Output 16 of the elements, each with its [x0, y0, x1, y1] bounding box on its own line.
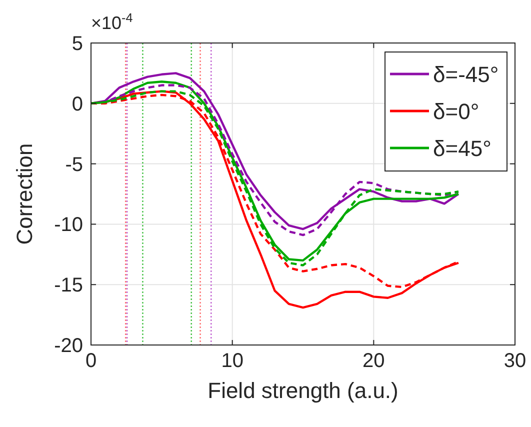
x-tick-label: 10 — [221, 350, 244, 372]
x-tick-label: 30 — [504, 350, 526, 372]
y-tick-label: -5 — [65, 154, 83, 176]
y-tick-label: 0 — [72, 93, 83, 116]
x-tick-label: 20 — [362, 350, 385, 372]
y-tick-label: 5 — [72, 33, 83, 55]
legend-label: δ=-45° — [433, 62, 499, 87]
y-tick-label: -10 — [54, 214, 83, 236]
y-tick-label: -15 — [54, 274, 83, 297]
text: ×10$^{-4}$ — [91, 11, 133, 33]
y-tick-label: -20 — [54, 335, 83, 357]
x-axis-title: Field strength (a.u.) — [208, 378, 398, 403]
legend-label: δ=45° — [433, 136, 492, 161]
x-tick-label: 0 — [85, 350, 97, 372]
legend-label: δ=0° — [433, 99, 480, 124]
y-axis-title: Correction — [12, 143, 37, 245]
